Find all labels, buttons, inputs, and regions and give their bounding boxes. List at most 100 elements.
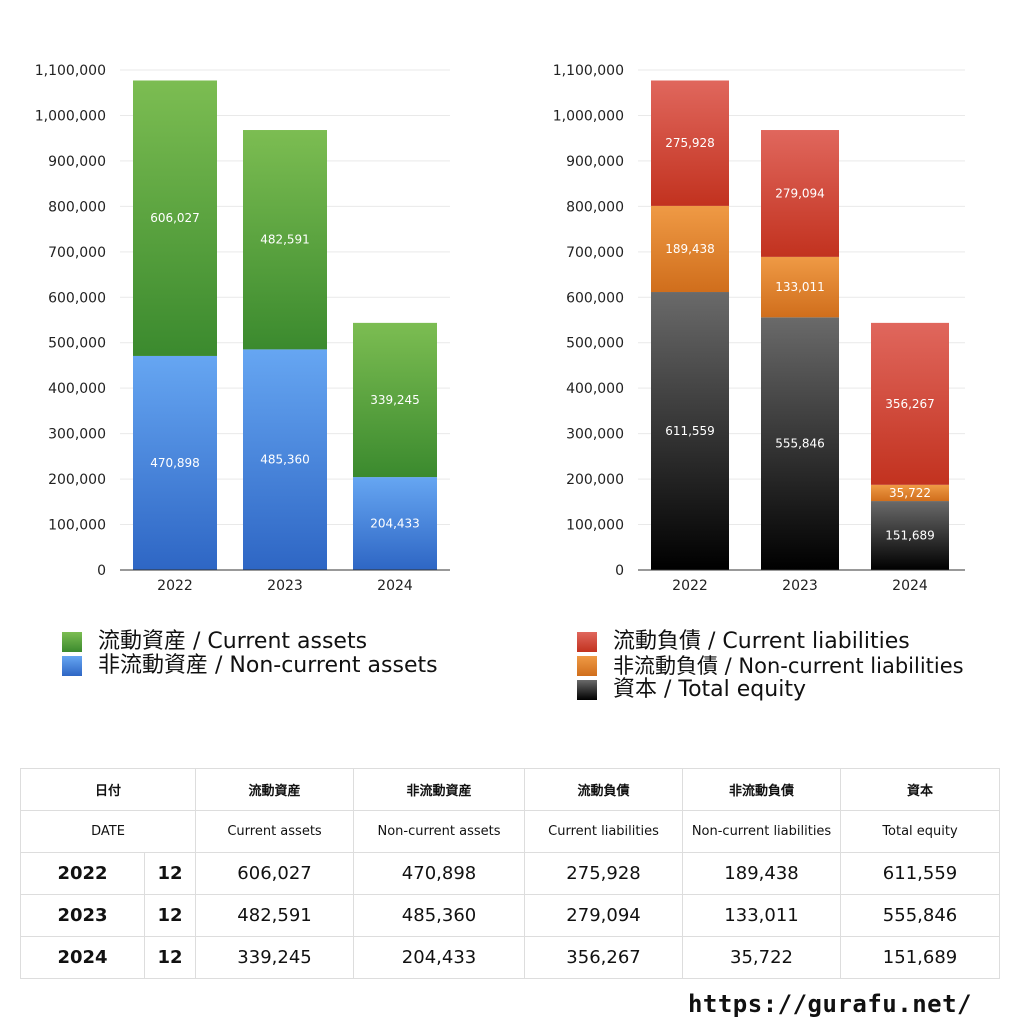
legend-item-current-liabilities: 流動負債 / Current liabilities: [577, 630, 964, 654]
cell-value: 356,267: [524, 936, 684, 979]
legend-label: 非流動資産 / Non-current assets: [98, 653, 438, 678]
header-total-equity-en: Total equity: [840, 810, 1001, 853]
legend-item-non-current-liabilities: 非流動負債 / Non-current liabilities: [577, 654, 964, 678]
header-current-assets-en: Current assets: [195, 810, 355, 853]
legend-label: 資本 / Total equity: [613, 677, 806, 702]
cell-value: 189,438: [682, 852, 842, 895]
assets-legend: 流動資産 / Current assets 非流動資産 / Non-curren…: [62, 630, 438, 678]
bar-value-label: 133,011: [775, 280, 825, 294]
legend-swatch: [577, 632, 597, 652]
bar-segment: [133, 355, 217, 570]
bar-segment: [651, 205, 729, 293]
legend-item-total-equity: 資本 / Total equity: [577, 678, 964, 702]
bar-value-label: 35,722: [889, 486, 931, 500]
bar-value-label: 606,027: [150, 211, 200, 225]
bar-segment: [243, 349, 327, 570]
table-header-jp: 日付 流動資産 非流動資産 流動負債 非流動負債 資本: [19, 768, 1001, 811]
bar-value-label: 555,846: [775, 437, 825, 451]
liabilities-legend: 流動負債 / Current liabilities 非流動負債 / Non-c…: [577, 630, 964, 702]
y-tick-label: 800,000: [48, 199, 106, 215]
bar-value-label: 275,928: [665, 136, 715, 150]
legend-label: 流動負債 / Current liabilities: [613, 629, 910, 654]
y-tick-label: 100,000: [48, 518, 106, 534]
bar-segment: [871, 501, 949, 570]
y-tick-label: 400,000: [48, 381, 106, 397]
row-year: 2023: [20, 894, 145, 937]
legend-label: 非流動負債 / Non-current liabilities: [613, 654, 964, 678]
table-header-en: DATE Current assets Non-current assets C…: [19, 810, 1001, 853]
header-non-current-assets: 非流動資産: [353, 768, 526, 811]
legend-item-current-assets: 流動資産 / Current assets: [62, 630, 438, 654]
row-month: 12: [143, 852, 197, 895]
cell-value: 133,011: [682, 894, 842, 937]
y-tick-label: 1,000,000: [35, 108, 106, 124]
bar-value-label: 611,559: [665, 424, 715, 438]
cell-value: 204,433: [353, 936, 526, 979]
y-tick-label: 600,000: [566, 290, 624, 306]
y-tick-label: 400,000: [566, 381, 624, 397]
y-tick-label: 900,000: [48, 154, 106, 170]
cell-value: 151,689: [840, 936, 1001, 979]
bar-segment: [651, 292, 729, 570]
y-tick-label: 200,000: [48, 472, 106, 488]
source-url: https://gurafu.net/: [687, 990, 972, 1018]
bar-value-label: 485,360: [260, 453, 310, 467]
bar-value-label: 470,898: [150, 456, 200, 470]
legend-swatch: [62, 632, 82, 652]
legend-swatch: [577, 656, 597, 676]
y-tick-label: 1,100,000: [553, 63, 624, 79]
bar-segment: [761, 256, 839, 318]
x-tick-label: 2022: [157, 578, 193, 594]
bar-segment: [871, 322, 949, 485]
header-current-assets: 流動資産: [195, 768, 355, 811]
liabilities-equity-chart: 0 100,000 200,000 300,000 400,000 500,000 600,…: [553, 63, 965, 594]
header-total-equity: 資本: [840, 768, 1001, 811]
row-month: 12: [143, 894, 197, 937]
cell-value: 275,928: [524, 852, 684, 895]
cell-value: 485,360: [353, 894, 526, 937]
header-non-current-liabilities-en: Non-current liabilities: [682, 810, 842, 853]
bar-value-label: 151,689: [885, 529, 935, 543]
y-tick-label: 0: [97, 563, 106, 579]
y-tick-label: 200,000: [566, 472, 624, 488]
bar-value-label: 189,438: [665, 242, 715, 256]
header-current-liabilities: 流動負債: [524, 768, 684, 811]
y-tick-label: 500,000: [48, 336, 106, 352]
header-date-en: DATE: [19, 810, 197, 853]
bar-segment: [353, 477, 437, 570]
y-tick-label: 0: [615, 563, 624, 579]
x-tick-label: 2024: [377, 578, 413, 594]
y-tick-label: 600,000: [48, 290, 106, 306]
cell-value: 339,245: [195, 936, 355, 979]
y-tick-label: 900,000: [566, 154, 624, 170]
cell-value: 482,591: [195, 894, 355, 937]
y-tick-label: 800,000: [566, 199, 624, 215]
header-date: 日付: [19, 768, 197, 811]
row-year: 2024: [20, 936, 145, 979]
bar-segment: [871, 484, 949, 502]
y-tick-label: 300,000: [48, 427, 106, 443]
table-row: 2024 12 339,245 204,433 356,267 35,722 1…: [20, 936, 1001, 979]
bar-value-label: 204,433: [370, 517, 420, 531]
y-tick-label: 100,000: [566, 518, 624, 534]
y-tick-label: 300,000: [566, 427, 624, 443]
y-tick-label: 700,000: [566, 245, 624, 261]
bar-value-label: 482,591: [260, 233, 310, 247]
bar-value-label: 339,245: [370, 393, 420, 407]
bar-value-label: 356,267: [885, 397, 935, 411]
bar-segment: [651, 80, 729, 206]
cell-value: 606,027: [195, 852, 355, 895]
bar-value-label: 279,094: [775, 186, 825, 200]
header-current-liabilities-en: Current liabilities: [524, 810, 684, 853]
bar-segment: [761, 317, 839, 570]
x-tick-label: 2023: [782, 578, 818, 594]
y-tick-label: 1,000,000: [553, 108, 624, 124]
bar-segment: [761, 130, 839, 257]
table-row: 2023 12 482,591 485,360 279,094 133,011 …: [20, 894, 1001, 937]
cell-value: 470,898: [353, 852, 526, 895]
legend-item-non-current-assets: 非流動資産 / Non-current assets: [62, 654, 438, 678]
x-tick-label: 2022: [672, 578, 708, 594]
header-non-current-assets-en: Non-current assets: [353, 810, 526, 853]
bar-segment: [353, 322, 437, 478]
cell-value: 35,722: [682, 936, 842, 979]
